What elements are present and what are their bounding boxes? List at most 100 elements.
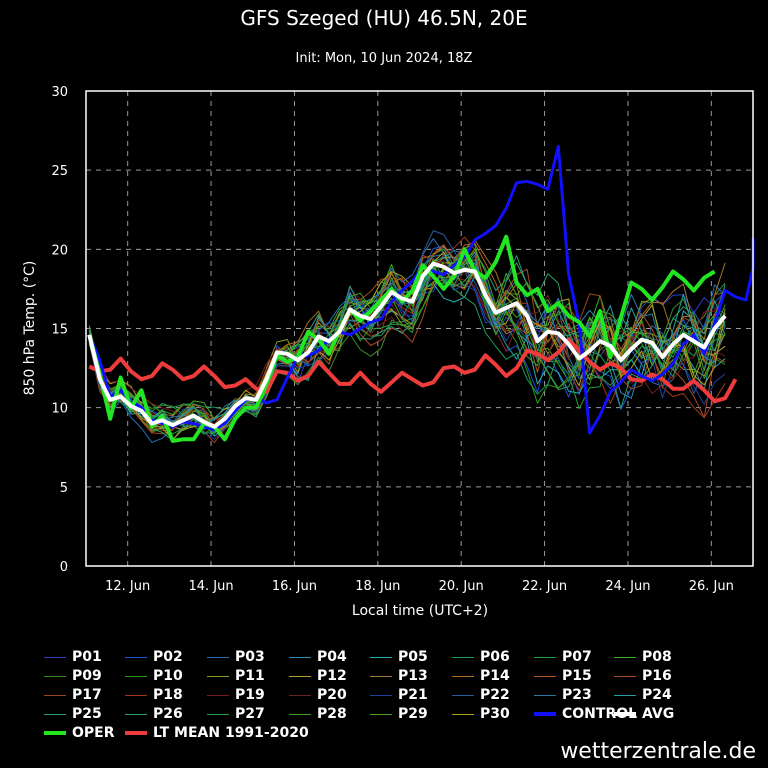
- x-tick-label: 14. Jun: [189, 579, 234, 594]
- site-credit: wetterzentrale.de: [560, 739, 756, 764]
- x-tick-label: 26. Jun: [689, 579, 734, 594]
- legend-item-p07: P07: [534, 648, 592, 666]
- legend-item-p03: P03: [207, 648, 265, 666]
- x-tick-label: 22. Jun: [522, 579, 567, 594]
- legend-item-p14: P14: [452, 667, 510, 685]
- legend-swatch: [207, 713, 229, 715]
- legend-label: P26: [153, 706, 183, 722]
- legend-swatch: [207, 656, 229, 658]
- legend-label: P11: [235, 668, 265, 684]
- legend-label: P18: [153, 687, 183, 703]
- legend-label: P19: [235, 687, 265, 703]
- y-axis-ticks: 0 5 10 15 20 25 30: [51, 85, 68, 575]
- x-axis-ticks: 12. Jun 14. Jun 16. Jun 18. Jun 20. Jun 22. J…: [105, 579, 734, 594]
- legend-label: P15: [562, 668, 592, 684]
- legend-swatch: [614, 712, 636, 716]
- y-tick-label: 5: [60, 481, 68, 496]
- x-axis-label: Local time (UTC+2): [352, 603, 488, 619]
- legend-label: P12: [317, 668, 347, 684]
- legend-item-p21: P21: [370, 686, 428, 704]
- main-series: [87, 144, 755, 443]
- grid-lines: [86, 91, 753, 566]
- legend-item-p04: P04: [289, 648, 347, 666]
- legend-swatch: [44, 675, 66, 677]
- legend-label: P02: [153, 649, 183, 665]
- legend-label: P23: [562, 687, 592, 703]
- legend-swatch: [534, 712, 556, 716]
- legend-item-p19: P19: [207, 686, 265, 704]
- legend-item-p26: P26: [125, 705, 183, 723]
- legend-label: P09: [72, 668, 102, 684]
- x-tick-label: 24. Jun: [605, 579, 650, 594]
- legend-item-p10: P10: [125, 667, 183, 685]
- legend-item-p28: P28: [289, 705, 347, 723]
- legend-item-p08: P08: [614, 648, 672, 666]
- legend-item-control: CONTROL: [534, 705, 637, 723]
- chart-subtitle: Init: Mon, 10 Jun 2024, 18Z: [295, 51, 473, 66]
- legend-swatch: [370, 675, 392, 677]
- legend-swatch: [207, 694, 229, 696]
- legend-swatch: [452, 656, 474, 658]
- legend-label: P04: [317, 649, 347, 665]
- legend-label: OPER: [72, 725, 115, 741]
- y-tick-label: 30: [51, 85, 68, 100]
- legend-item-p27: P27: [207, 705, 265, 723]
- legend-item-p12: P12: [289, 667, 347, 685]
- legend-label: LT MEAN 1991-2020: [153, 725, 309, 741]
- legend-item-p18: P18: [125, 686, 183, 704]
- legend-swatch: [125, 694, 147, 696]
- legend-label: AVG: [642, 706, 675, 722]
- legend-swatch: [44, 656, 66, 658]
- legend-swatch: [125, 713, 147, 715]
- legend-label: P13: [398, 668, 428, 684]
- legend-swatch: [44, 731, 66, 735]
- chart-title: GFS Szeged (HU) 46.5N, 20E: [240, 6, 528, 30]
- legend-swatch: [289, 694, 311, 696]
- plot-frame: [85, 90, 754, 567]
- legend-label: P20: [317, 687, 347, 703]
- legend-label: P27: [235, 706, 265, 722]
- legend-item-p13: P13: [370, 667, 428, 685]
- series-line-avg: [87, 261, 727, 429]
- y-tick-label: 25: [51, 164, 68, 179]
- legend-label: P17: [72, 687, 102, 703]
- y-tick-label: 15: [51, 323, 68, 338]
- series-line-oper: [87, 234, 716, 443]
- legend-item-p06: P06: [452, 648, 510, 666]
- legend-label: P07: [562, 649, 592, 665]
- legend-label: CONTROL: [562, 706, 638, 722]
- x-tick-label: 18. Jun: [355, 579, 400, 594]
- legend-label: P16: [642, 668, 672, 684]
- legend-swatch: [207, 675, 229, 677]
- legend-swatch: [534, 675, 556, 677]
- legend-swatch: [370, 656, 392, 658]
- legend-item-p17: P17: [44, 686, 102, 704]
- legend-label: P01: [72, 649, 102, 665]
- legend-swatch: [614, 694, 636, 696]
- legend-label: P22: [480, 687, 510, 703]
- legend-swatch: [289, 713, 311, 715]
- legend-label: P30: [480, 706, 510, 722]
- chart-plot: 0 5 10 15 20 25 30 12. Jun 14. Jun 16. Jun 18. Ju…: [22, 85, 755, 619]
- y-tick-label: 20: [51, 243, 68, 258]
- legend-item-p01: P01: [44, 648, 102, 666]
- series-line-p24: [88, 254, 726, 425]
- legend-swatch: [125, 656, 147, 658]
- legend-item-p22: P22: [452, 686, 510, 704]
- ensemble-members: [88, 230, 726, 444]
- legend-label: P28: [317, 706, 347, 722]
- legend-swatch: [125, 675, 147, 677]
- legend-item-oper: OPER: [44, 724, 115, 742]
- series-line-p27: [88, 265, 726, 435]
- legend-item-p11: P11: [207, 667, 265, 685]
- legend-label: P24: [642, 687, 672, 703]
- legend-label: P14: [480, 668, 510, 684]
- legend-swatch: [452, 713, 474, 715]
- y-tick-label: 10: [51, 402, 68, 417]
- legend-swatch: [370, 713, 392, 715]
- legend-item-p16: P16: [614, 667, 672, 685]
- legend-swatch: [125, 731, 147, 735]
- legend-swatch: [614, 675, 636, 677]
- legend-label: P05: [398, 649, 428, 665]
- x-tick-label: 12. Jun: [105, 579, 150, 594]
